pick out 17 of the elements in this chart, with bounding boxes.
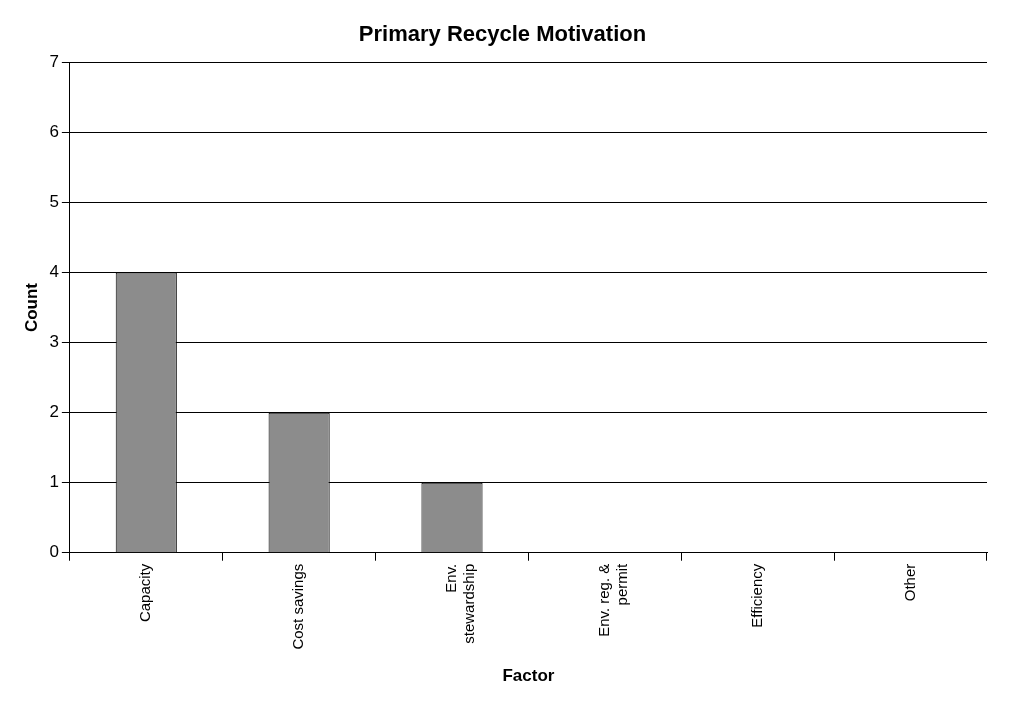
x-tick-label: Other	[900, 563, 918, 602]
x-tick-label: Env. reg. & permit	[595, 562, 630, 637]
y-tick-label: 2	[49, 402, 59, 422]
x-tick-label: Cost savings	[289, 563, 307, 650]
x-tick-label: Capacity	[136, 563, 154, 623]
y-tick-label: 3	[49, 332, 59, 352]
y-tick-label: 6	[49, 122, 59, 142]
x-tick-label: Efficiency	[747, 563, 765, 628]
y-tick-label: 4	[49, 262, 59, 282]
y-tick-label: 7	[49, 52, 59, 72]
y-tick-label: 0	[49, 542, 59, 562]
chart-title: Primary Recycle Motivation	[358, 21, 647, 47]
y-tick-label: 5	[49, 192, 59, 212]
y-tick-label: 1	[49, 472, 59, 492]
x-axis-title: Factor	[502, 666, 555, 686]
y-axis-title: Count	[21, 282, 41, 333]
x-tick-label: Env. stewardship	[442, 563, 478, 644]
